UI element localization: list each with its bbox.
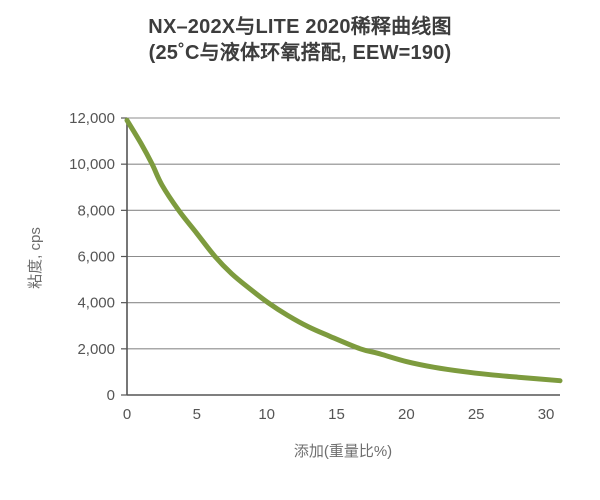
- y-tick-label-8000: 8,000: [77, 202, 115, 219]
- y-tick-label-0: 0: [107, 387, 115, 404]
- x-tick-label-25: 25: [468, 406, 485, 423]
- x-tick-label-0: 0: [123, 406, 131, 423]
- chart-title-line-1: NX–202X与LITE 2020稀释曲线图: [148, 16, 452, 38]
- x-tick-label-10: 10: [258, 406, 275, 423]
- y-tick-label-12000: 12,000: [69, 110, 115, 127]
- x-tick-label-15: 15: [328, 406, 345, 423]
- gridlines: [127, 117, 560, 350]
- y-tick-label-4000: 4,000: [77, 295, 115, 312]
- x-axis-title: 添加(重量比%): [294, 443, 392, 460]
- y-tick-label-2000: 2,000: [77, 341, 115, 358]
- chart-title-line-2: (25˚C与液体环氧搭配, EEW=190): [148, 42, 452, 65]
- data-series-group: [124, 117, 563, 384]
- dilution-curve-line: [124, 117, 563, 384]
- x-tick-label-5: 5: [193, 406, 201, 423]
- x-tick-label-20: 20: [398, 406, 415, 423]
- y-tick-label-6000: 6,000: [77, 249, 115, 266]
- x-tick-labels: 0 5 10 15 20 25 30: [123, 406, 555, 423]
- y-tick-labels: 0 2,000 4,000 6,000 8,000 10,000 12,000: [69, 110, 127, 404]
- x-tick-label-30: 30: [538, 406, 555, 423]
- y-axis-title: 粘度, cps: [27, 227, 44, 289]
- chart-title: NX–202X与LITE 2020稀释曲线图 (25˚C与液体环氧搭配, EEW…: [0, 14, 600, 67]
- y-tick-label-10000: 10,000: [69, 156, 115, 173]
